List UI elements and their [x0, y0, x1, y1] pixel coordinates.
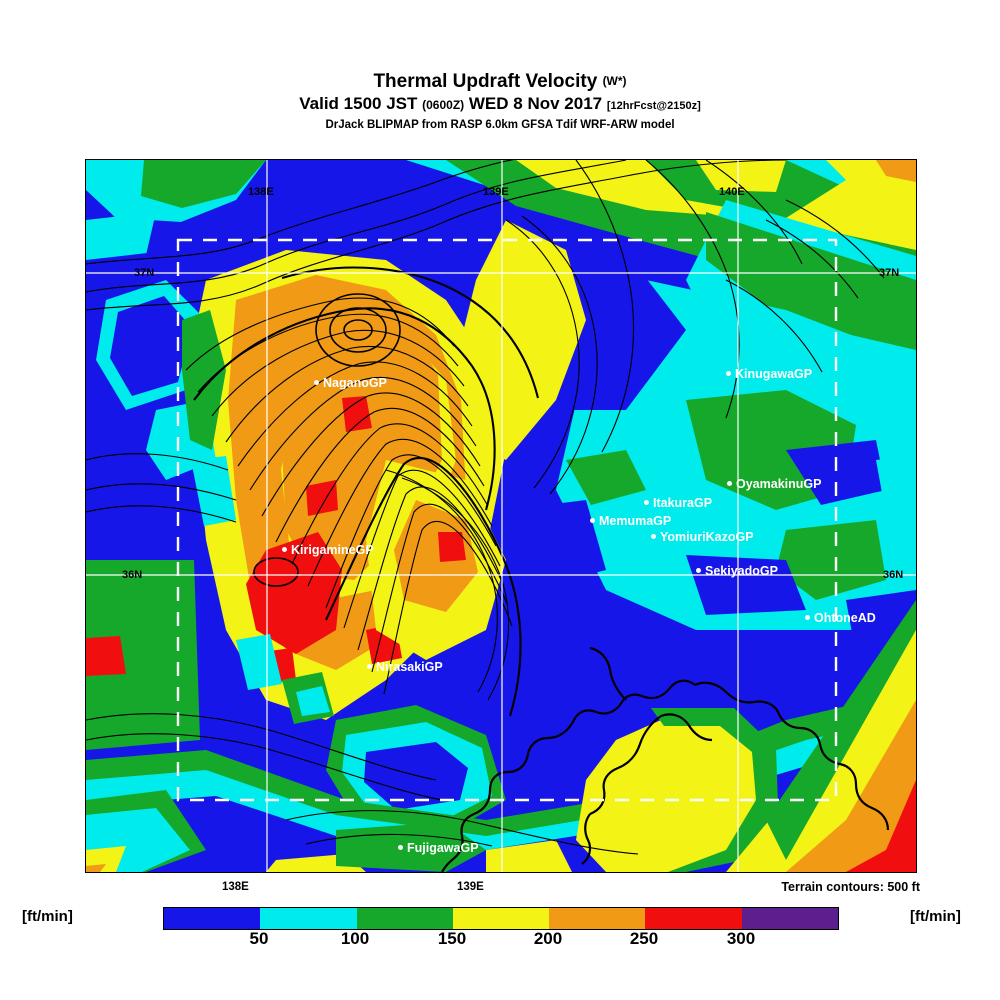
station-itakura[interactable]: ItakuraGP	[644, 497, 712, 509]
station-label: KinugawaGP	[735, 367, 813, 381]
wstar-contour-fill	[86, 160, 916, 872]
valid-time-jst: Valid 1500 JST	[299, 94, 418, 113]
valid-time-utc: (0600Z)	[422, 98, 465, 112]
station-yomiurikazo[interactable]: YomiuriKazoGP	[651, 531, 754, 543]
station-dot-icon	[727, 481, 732, 486]
station-label: MemumaGP	[599, 514, 672, 528]
colorbar-band-150-200	[452, 908, 550, 929]
bottom-lon-label-139e: 139E	[457, 881, 484, 893]
station-dot-icon	[590, 518, 595, 523]
lat-label-37n-right: 37N	[879, 267, 900, 279]
colorbar-band-300-350	[741, 908, 838, 929]
station-sekiyado[interactable]: SekiyadoGP	[696, 565, 778, 577]
lat-label-37n-left: 37N	[134, 267, 155, 279]
station-ohtone[interactable]: OhtoneAD	[805, 612, 876, 624]
station-fujigawa[interactable]: FujigawaGP	[398, 842, 479, 854]
colorbar-tick-50: 50	[249, 929, 269, 948]
page-title-text: Thermal Updraft Velocity	[373, 71, 598, 92]
map-panel[interactable]: 138E 139E 140E 37N 37N 36N 36N NaganoGP …	[85, 159, 917, 873]
colorbar-legend: [ft/min] [ft/min] 50 100 150 200 250 300	[0, 903, 1000, 948]
legend-unit-left: [ft/min]	[22, 908, 73, 925]
colorbar-band-250-300	[645, 908, 742, 929]
page-title: Thermal Updraft Velocity (W*)	[0, 70, 1000, 93]
station-dot-icon	[282, 547, 287, 552]
station-label: KirigamineGP	[291, 543, 374, 557]
station-label: NaganoGP	[323, 376, 387, 390]
station-label: YomiuriKazoGP	[660, 530, 754, 544]
station-dot-icon	[367, 664, 372, 669]
colorbar-tick-150: 150	[437, 929, 467, 948]
station-dot-icon	[651, 534, 656, 539]
station-label: OyamakinuGP	[736, 477, 822, 491]
colorbar-tick-300: 300	[726, 929, 756, 948]
colorbar-tick-100: 100	[340, 929, 370, 948]
station-dot-icon	[696, 568, 701, 573]
station-label: ItakuraGP	[653, 496, 713, 510]
lon-label-138e: 138E	[248, 186, 274, 198]
station-oyamakinu[interactable]: OyamakinuGP	[727, 478, 821, 490]
lon-label-139e: 139E	[483, 186, 509, 198]
page-title-subscript: (W*)	[602, 74, 627, 88]
forecast-hour: [12hrFcst@2150z]	[606, 100, 701, 112]
colorbar-band-50-100	[260, 908, 357, 929]
station-label: OhtoneAD	[814, 611, 876, 625]
station-kirigamine[interactable]: KirigamineGP	[282, 544, 374, 556]
station-dot-icon	[314, 380, 319, 385]
station-label: FujigawaGP	[407, 841, 479, 855]
station-dot-icon	[805, 615, 810, 620]
lat-label-36n-left: 36N	[122, 569, 143, 581]
lon-label-140e: 140E	[719, 186, 745, 198]
station-nagano[interactable]: NaganoGP	[314, 377, 387, 389]
station-memuma[interactable]: MemumaGP	[590, 515, 671, 527]
lat-label-36n-right: 36N	[883, 569, 904, 581]
station-dot-icon	[398, 845, 403, 850]
bottom-lon-label-138e: 138E	[222, 881, 249, 893]
legend-unit-right: [ft/min]	[910, 908, 961, 925]
station-label: SekiyadoGP	[705, 564, 778, 578]
colorbar-band-200-250	[549, 908, 646, 929]
station-kinugawa[interactable]: KinugawaGP	[726, 368, 812, 380]
valid-date: WED 8 Nov 2017	[468, 94, 603, 113]
terrain-contour-note: Terrain contours: 500 ft	[781, 880, 920, 894]
title-block: Thermal Updraft Velocity (W*) Valid 1500…	[0, 70, 1000, 133]
colorbar-tick-200: 200	[533, 929, 563, 948]
colorbar-swatches	[163, 907, 839, 930]
model-source: DrJack BLIPMAP from RASP 6.0km GFSA Tdif…	[325, 119, 675, 131]
station-dot-icon	[644, 500, 649, 505]
station-nirasaki[interactable]: NirasakiGP	[367, 661, 443, 673]
colorbar-band-100-150	[356, 908, 453, 929]
colorbar-tick-250: 250	[629, 929, 659, 948]
station-label: NirasakiGP	[376, 660, 443, 674]
map-raster: 138E 139E 140E 37N 37N 36N 36N NaganoGP …	[86, 160, 916, 872]
station-dot-icon	[726, 371, 731, 376]
valid-time-line: Valid 1500 JST (0600Z) WED 8 Nov 2017 [1…	[0, 93, 1000, 117]
colorbar-band-0-50	[164, 908, 261, 929]
